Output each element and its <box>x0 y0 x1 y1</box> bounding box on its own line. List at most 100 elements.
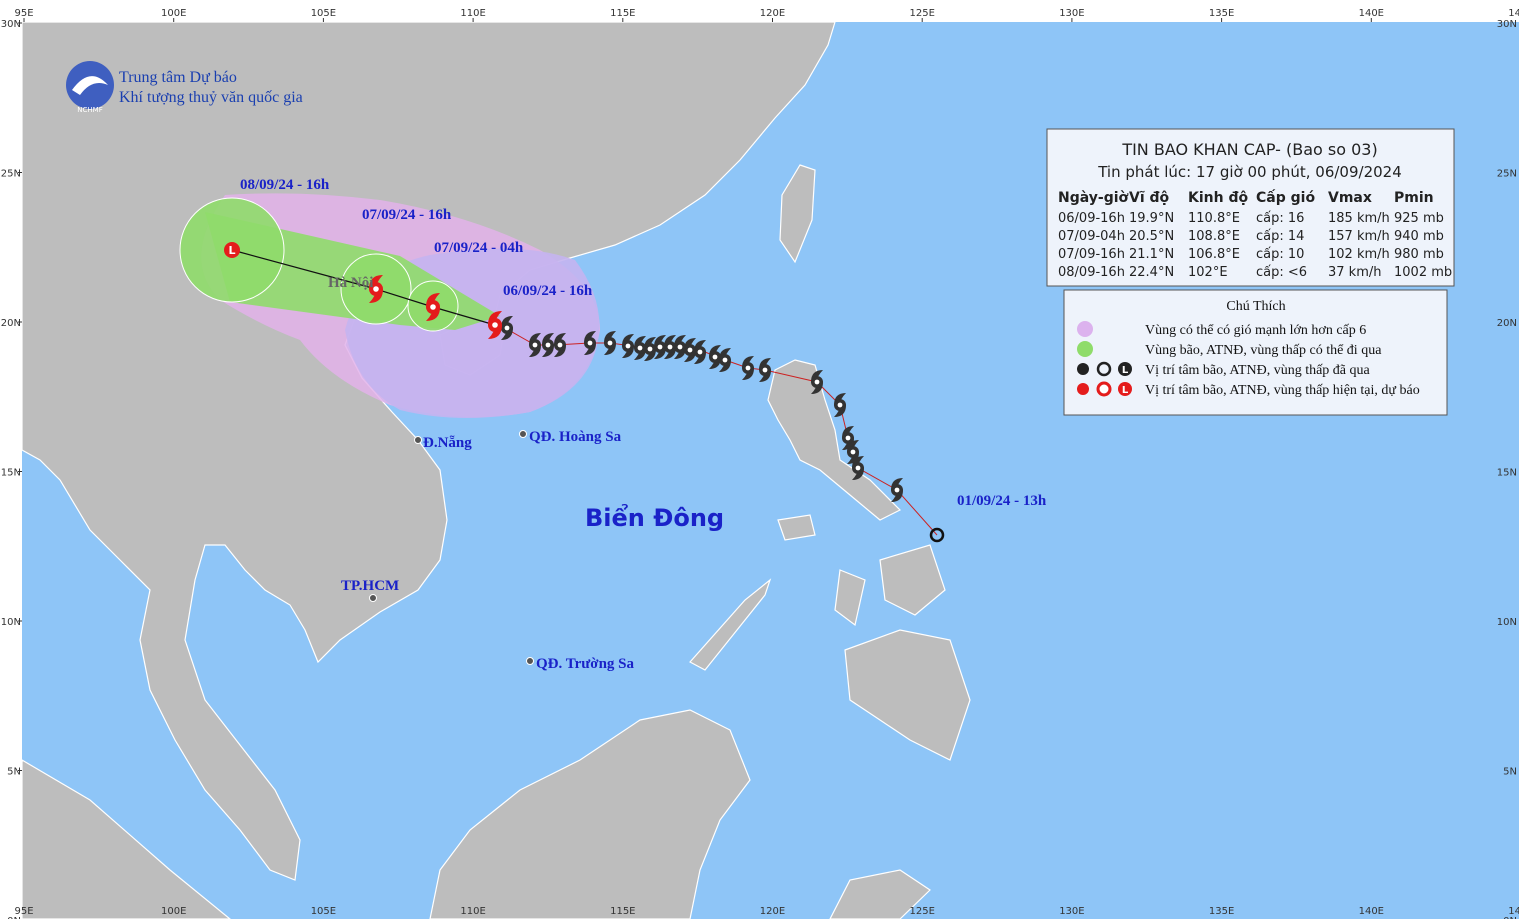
storm-eye <box>894 487 900 493</box>
storm-symbol <box>842 426 854 450</box>
legend-title: Chú Thích <box>1226 299 1285 314</box>
mindanao <box>844 629 971 761</box>
city-label: TP.HCM <box>341 578 399 594</box>
table-cell: 07/09-04h <box>1058 229 1125 244</box>
lon-label: 105E <box>311 906 336 917</box>
table-cell: 110.8°E <box>1188 211 1240 226</box>
table-cell: 22.4°N <box>1129 265 1174 280</box>
lon-label: 120E <box>760 906 785 917</box>
city-label: QĐ. Hoàng Sa <box>529 429 622 445</box>
storm-eye <box>657 344 663 350</box>
legend-current-symbols: L <box>1077 381 1132 397</box>
logo-line: Khí tượng thuỷ văn quốc gia <box>119 89 303 106</box>
storm-symbol <box>674 335 686 359</box>
time-label: 07/09/24 - 16h <box>362 207 452 223</box>
storm-symbol <box>501 316 513 340</box>
table-cell: 925 mb <box>1394 211 1444 226</box>
storm-symbol <box>584 331 596 355</box>
logo-line: Trung tâm Dự báo <box>119 69 237 86</box>
legend-past-symbols: L <box>1077 361 1132 377</box>
lon-label: 110E <box>460 906 485 917</box>
legend-swatch <box>1077 321 1093 337</box>
table-cell: cấp: 16 <box>1256 211 1304 226</box>
storm-eye <box>850 449 856 455</box>
time-label: 08/09/24 - 16h <box>240 177 330 193</box>
sea-label: Biển Đông <box>585 502 724 532</box>
sumatra <box>21 758 231 919</box>
legend-symbol <box>1118 382 1132 396</box>
table-cell: cấp: <6 <box>1256 265 1307 280</box>
palawan <box>689 578 772 671</box>
storm-eye <box>855 465 861 471</box>
forecast-cone <box>179 197 500 332</box>
legend: Chú Thích L L Vùng có thể có gió mạnh lớ… <box>1063 289 1448 416</box>
table-cell: 06/09-16h <box>1058 211 1125 226</box>
lat-label: 20N <box>1 318 21 329</box>
mindoro <box>777 514 816 541</box>
city-dot <box>519 430 527 438</box>
storm-symbol <box>709 345 721 369</box>
lon-label: 145E <box>1508 8 1519 19</box>
storm-symbol <box>488 311 502 339</box>
storm-symbol <box>634 336 646 360</box>
storm-eye <box>557 342 563 348</box>
storm-symbol <box>604 331 616 355</box>
map-labels: 08/09/24 - 16h 07/09/24 - 16h 07/09/24 -… <box>240 177 1047 672</box>
table-header: Kinh độ <box>1188 190 1248 206</box>
visayas <box>879 544 946 616</box>
lat-label: 15N <box>1 468 21 479</box>
storm-eye <box>722 357 728 363</box>
lon-label: 140E <box>1359 8 1384 19</box>
time-label: 01/09/24 - 13h <box>957 493 1047 509</box>
legend-symbol <box>1077 383 1089 395</box>
bulletin-title: TIN BAO KHAN CAP- (Bao so 03) <box>1121 140 1377 159</box>
lon-label: 95E <box>14 906 33 917</box>
storm-eye <box>625 343 631 349</box>
table-cell: 940 mb <box>1394 229 1444 244</box>
low-point <box>224 242 240 258</box>
storm-symbol <box>529 333 541 357</box>
lat-label: 25N <box>1 169 21 180</box>
lon-label: 125E <box>909 8 934 19</box>
city-label: Đ.Nẵng <box>423 435 472 451</box>
lon-label: 135E <box>1209 906 1234 917</box>
lat-label: 25N <box>1497 169 1517 180</box>
storm-symbol <box>542 333 554 357</box>
storm-eye <box>697 349 703 355</box>
table-cell: 108.8°E <box>1188 229 1240 244</box>
storm-eye <box>492 322 498 328</box>
time-label: 06/09/24 - 16h <box>503 283 593 299</box>
storm-eye <box>607 340 613 346</box>
storm-symbol <box>654 335 666 359</box>
storm-symbol <box>719 348 731 372</box>
low-letter: L <box>228 244 235 257</box>
storm-symbol <box>759 358 771 382</box>
storm-symbol <box>891 478 903 502</box>
panay <box>834 569 866 627</box>
lat-label: 0N <box>1503 916 1517 919</box>
lat-label: 30N <box>1497 19 1517 30</box>
storm-symbol <box>554 333 566 357</box>
table-cell: 07/09-16h <box>1058 247 1125 262</box>
lat-label: 0N <box>7 916 21 919</box>
logo-swirl <box>72 76 108 95</box>
table-header: Cấp gió <box>1256 189 1315 206</box>
legend-item: Vùng bão, ATNĐ, vùng thấp có thể đi qua <box>1145 343 1382 358</box>
lat-label: 30N <box>1 19 21 30</box>
storm-eye <box>545 342 551 348</box>
city-label: QĐ. Trường Sa <box>536 656 635 672</box>
bulletin-issued: Tin phát lúc: 17 giờ 00 phút, 06/09/2024 <box>1097 163 1402 181</box>
storm-eye <box>837 402 843 408</box>
city-dot <box>369 594 377 602</box>
table-cell: 185 km/h <box>1328 211 1390 226</box>
table-cell: 102°E <box>1188 265 1228 280</box>
table-header: Vĩ độ <box>1129 190 1170 206</box>
table-cell: 106.8°E <box>1188 247 1240 262</box>
storm-eye <box>762 367 768 373</box>
storm-symbol <box>852 456 864 480</box>
lon-label: 115E <box>610 906 635 917</box>
storm-eye <box>677 344 683 350</box>
lon-label: 130E <box>1059 906 1084 917</box>
storm-eye <box>647 346 653 352</box>
